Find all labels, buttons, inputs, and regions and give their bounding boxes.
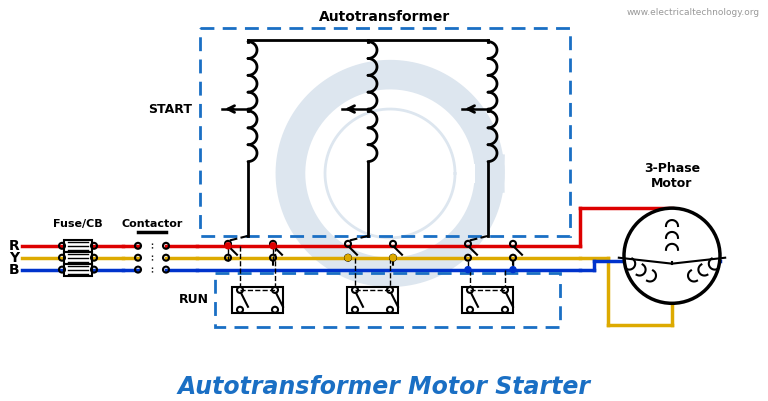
Circle shape	[390, 255, 396, 261]
Circle shape	[624, 208, 720, 303]
Text: R: R	[8, 239, 19, 253]
Circle shape	[465, 267, 471, 273]
Bar	[462, 287, 513, 313]
Text: Fuse/CB: Fuse/CB	[53, 219, 103, 229]
Text: START: START	[148, 103, 192, 115]
Text: RUN: RUN	[179, 294, 209, 306]
Bar	[347, 287, 398, 313]
Bar	[64, 252, 92, 264]
Text: www.electricaltechnology.org: www.electricaltechnology.org	[627, 8, 760, 17]
Text: 3-Phase
Motor: 3-Phase Motor	[644, 162, 700, 190]
Text: Autotransformer: Autotransformer	[319, 10, 451, 24]
Circle shape	[345, 255, 351, 261]
Text: Autotransformer Motor Starter: Autotransformer Motor Starter	[177, 375, 591, 399]
Bar	[64, 240, 92, 252]
Text: Y: Y	[9, 251, 19, 265]
Text: Contactor: Contactor	[121, 219, 183, 229]
Circle shape	[270, 243, 276, 249]
Text: B: B	[8, 263, 19, 277]
Bar	[64, 264, 92, 275]
Circle shape	[225, 243, 231, 249]
Bar	[232, 287, 283, 313]
Circle shape	[510, 267, 516, 273]
